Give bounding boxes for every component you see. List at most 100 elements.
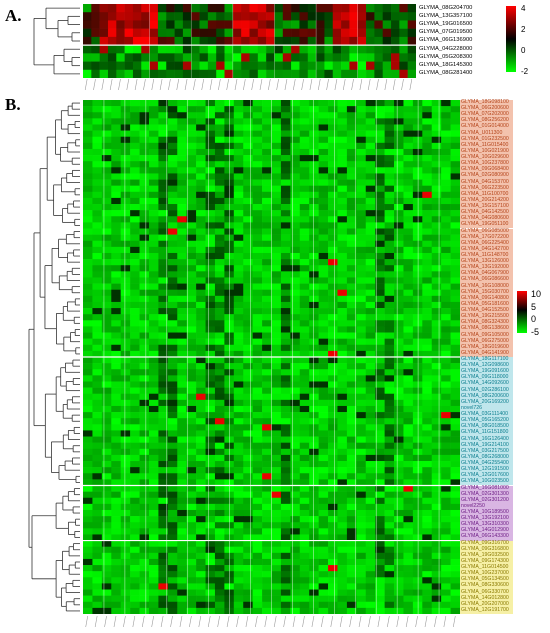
heatmap-cell (166, 20, 175, 29)
heatmap-cell (422, 546, 433, 554)
x-tick-label-mark (358, 615, 362, 628)
heatmap-cell (177, 308, 187, 315)
heatmap-cell (431, 185, 442, 193)
heatmap-cell (196, 436, 206, 443)
heatmap-cell (332, 69, 342, 78)
heatmap-cell (337, 295, 348, 303)
heatmap-cell (130, 565, 140, 572)
heatmap-cell (403, 142, 414, 150)
heatmap-cell (271, 399, 282, 407)
heatmap-cell (92, 393, 103, 401)
heatmap-cell (148, 393, 159, 401)
heatmap-cell (167, 509, 178, 517)
panel-a-gene-label: GLYMA_07G019500 (419, 29, 473, 36)
heatmap-cell (316, 28, 325, 38)
panel-b-gene-label: GLYMA_10G021900 (460, 148, 513, 156)
heatmap-cell (120, 589, 131, 596)
heatmap-cell (177, 289, 187, 297)
heatmap-cell (412, 503, 423, 511)
heatmap-cell (412, 179, 423, 186)
heatmap-cell (299, 332, 310, 339)
heatmap-cell (394, 454, 404, 462)
heatmap-cell (394, 204, 404, 211)
heatmap-cell (375, 522, 385, 529)
heatmap-cell (120, 375, 131, 382)
heatmap-cell (441, 155, 451, 162)
heatmap-cell (196, 497, 206, 505)
heatmap-cell (196, 461, 206, 468)
heatmap-cell (375, 277, 385, 284)
heatmap-cell (252, 289, 263, 297)
heatmap-cell (271, 173, 282, 180)
heatmap-cell (224, 4, 234, 13)
heatmap-cell (99, 4, 109, 13)
heatmap-cell (309, 234, 319, 242)
heatmap-cell (290, 259, 301, 266)
heatmap-cell (403, 442, 414, 450)
heatmap-cell (356, 350, 367, 358)
heatmap-cell (346, 589, 357, 596)
heatmap-cell (384, 418, 395, 425)
x-tick-label-mark (302, 615, 305, 628)
panel-b-gene-label: GLYMA_20G214200 (460, 197, 513, 204)
heatmap-cell (280, 363, 291, 370)
heatmap-cell (224, 405, 235, 413)
heatmap-cell (101, 240, 112, 248)
heatmap-cell (318, 228, 329, 235)
heatmap-cell (346, 546, 357, 554)
heatmap-cell (111, 314, 122, 321)
heatmap-cell (394, 100, 404, 107)
heatmap-cell (224, 424, 235, 431)
heatmap-cell (92, 283, 103, 290)
heatmap-cell (186, 424, 197, 431)
heatmap-cell (243, 571, 253, 578)
heatmap-cell (374, 12, 384, 21)
heatmap-cell (120, 534, 131, 541)
heatmap-cell (318, 185, 329, 193)
heatmap-cell (271, 509, 282, 517)
heatmap-cell (139, 142, 150, 150)
heatmap-cell (111, 424, 122, 431)
heatmap-cell (337, 369, 348, 376)
heatmap-cell (450, 607, 460, 614)
heatmap-cell (280, 448, 291, 456)
heatmap-cell (266, 4, 275, 13)
heatmap-cell (139, 246, 150, 254)
heatmap-cell (328, 461, 338, 468)
heatmap-cell (167, 442, 178, 450)
heatmap-cell (243, 155, 253, 162)
heatmap-cell (328, 259, 338, 266)
heatmap-cell (271, 179, 282, 186)
heatmap-cell (365, 479, 376, 486)
heatmap-cell (252, 583, 263, 590)
heatmap-cell (282, 45, 292, 54)
panel-b-gene-label: GLYMA_08G018500 (460, 424, 513, 431)
heatmap-cell (274, 53, 284, 62)
heatmap-cell (280, 418, 291, 425)
heatmap-cell (280, 522, 291, 529)
panel-b-gene-label: GLYMA_02G301300 (460, 491, 513, 498)
heatmap-cell (186, 344, 197, 352)
heatmap-cell (196, 155, 206, 162)
heatmap-cell (186, 546, 197, 554)
heatmap-cell (441, 265, 451, 272)
heatmap-cell (328, 363, 338, 370)
heatmap-cell (450, 246, 460, 254)
heatmap-cell (280, 381, 291, 388)
heatmap-cell (337, 271, 348, 278)
heatmap-cell (271, 289, 282, 297)
heatmap-cell (130, 118, 140, 125)
x-tick-label-mark (209, 78, 213, 91)
heatmap-cell (309, 155, 319, 162)
heatmap-cell (450, 357, 460, 364)
heatmap-cell (280, 454, 291, 462)
heatmap-cell (450, 100, 460, 107)
heatmap-cell (384, 338, 395, 346)
heatmap-cell (205, 412, 216, 419)
heatmap-cell (167, 461, 178, 468)
heatmap-cell (205, 320, 216, 327)
heatmap-cell (394, 265, 404, 272)
heatmap-cell (205, 216, 216, 223)
heatmap-cell (346, 497, 357, 505)
heatmap-cell (441, 112, 451, 119)
